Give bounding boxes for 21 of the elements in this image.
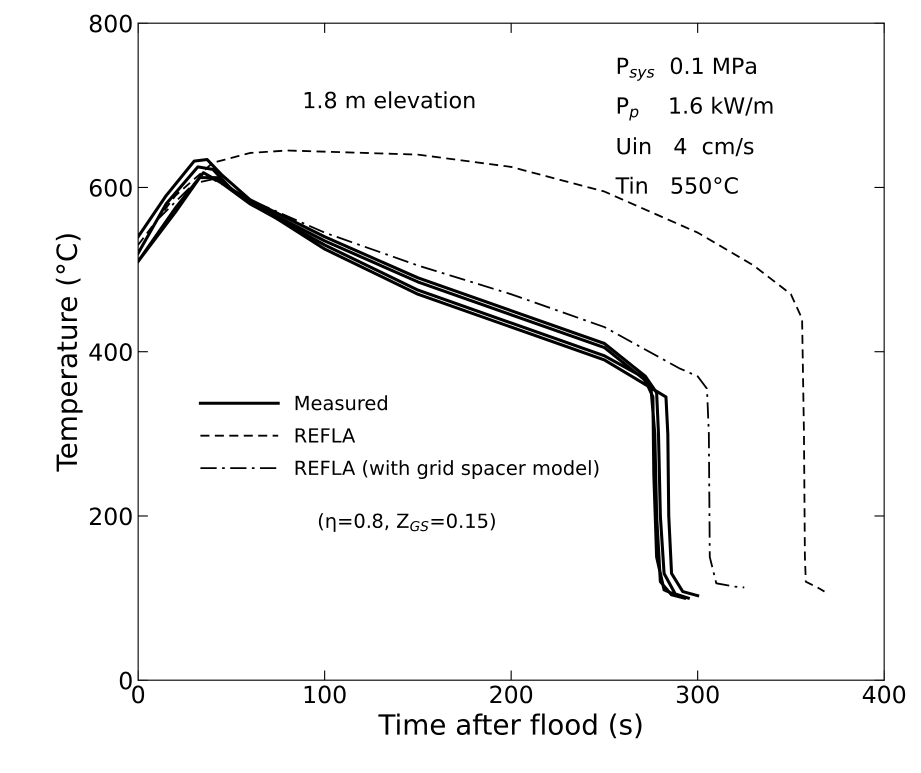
y-tick-label: 600 <box>90 178 132 197</box>
legend-label: REFLA (with grid spacer model) <box>296 460 598 479</box>
annotation: Tin 550°C <box>616 176 738 194</box>
x-tick-label: 0 <box>132 686 144 704</box>
x-tick-label: 300 <box>676 686 719 704</box>
x-axis-title: Time after flood (s) <box>378 714 642 738</box>
y-axis-title: Temperature (°C) <box>56 234 83 472</box>
x-tick-label: 100 <box>304 686 346 704</box>
y-tick-label: 200 <box>90 507 132 526</box>
legend-label: REFLA <box>296 428 356 442</box>
x-tick-label: 200 <box>490 686 532 704</box>
annotation: P$_{sys}$ 0.1 MPa <box>618 57 756 81</box>
y-tick-label: 0 <box>120 672 132 690</box>
annotation: 1.8 m elevation <box>304 91 474 108</box>
text: P$_{p}$ 1.6 kW/m <box>618 96 772 120</box>
y-tick-label: 400 <box>89 343 132 362</box>
y-tick-label: 800 <box>90 14 132 32</box>
annotation: Uin 4 cm/s <box>618 137 754 156</box>
x-tick-label: 400 <box>862 686 906 704</box>
legend-label: Measured <box>296 395 387 410</box>
annotation: (η=0.8, Z$_{GS}$=0.15) <box>318 513 495 532</box>
